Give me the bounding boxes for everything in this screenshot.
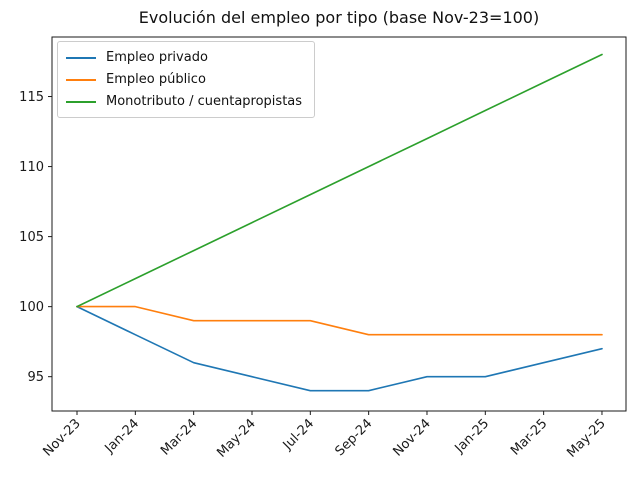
- x-tick-label: May-25: [564, 416, 608, 460]
- legend-label: Empleo privado: [106, 50, 208, 65]
- chart-title: Evolución del empleo por tipo (base Nov-…: [138, 8, 540, 27]
- line-series-2: [76, 53, 603, 308]
- y-tick-label: 105: [19, 230, 44, 245]
- x-tick-label: Mar-24: [158, 416, 200, 458]
- y-tick-label: 115: [19, 90, 44, 105]
- y-tick-label: 100: [19, 300, 44, 315]
- legend-item: Empleo público: [66, 70, 302, 89]
- plot-border: [51, 36, 627, 412]
- x-tick-label: May-24: [214, 416, 258, 460]
- x-tick-label: Sep-24: [333, 416, 376, 459]
- y-tick-label: 110: [19, 160, 44, 175]
- legend-item: Empleo privado: [66, 48, 302, 67]
- x-tick-label: Nov-23: [41, 416, 84, 459]
- x-tick-label: Jul-24: [280, 416, 317, 453]
- legend-label: Monotributo / cuentapropistas: [106, 94, 303, 109]
- legend-line-swatch-icon: [66, 78, 96, 81]
- x-tick-label: Mar-25: [508, 416, 550, 458]
- x-tick-label: Jan-24: [102, 416, 143, 457]
- legend-item: Monotributo / cuentapropistas: [66, 92, 302, 111]
- legend-line-swatch-icon: [66, 56, 96, 59]
- x-tick-label: Nov-24: [390, 416, 433, 459]
- legend-line-swatch-icon: [66, 100, 96, 103]
- line-series-1: [76, 305, 603, 336]
- line-series-0: [76, 305, 603, 392]
- legend-label: Empleo público: [106, 72, 206, 87]
- legend: Empleo privado Empleo público Monotribut…: [57, 41, 316, 118]
- x-tick-label: Jan-25: [452, 416, 493, 457]
- y-tick-label: 95: [27, 370, 44, 385]
